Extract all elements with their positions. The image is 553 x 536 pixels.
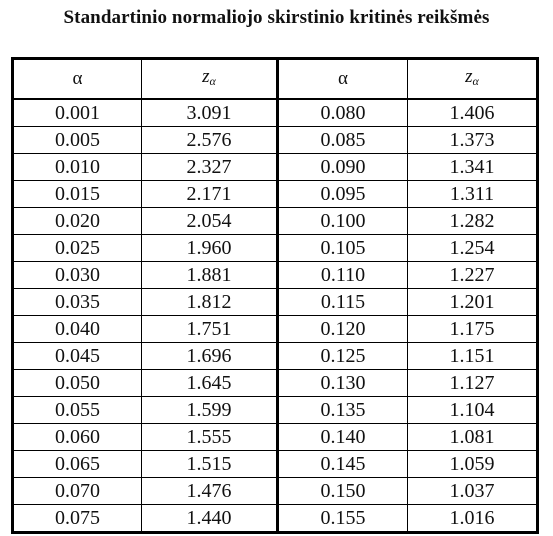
table-row: 0.050 1.645 0.130 1.127: [12, 369, 538, 397]
alpha-cell-left: 0.070: [12, 477, 142, 505]
alpha-cell-right: 0.115: [277, 288, 408, 316]
z-cell-left: 1.440: [141, 504, 279, 533]
table-row: 0.070 1.476 0.150 1.037: [12, 477, 538, 505]
alpha-cell-right: 0.095: [277, 180, 408, 208]
alpha-cell-right: 0.120: [277, 315, 408, 343]
table-row: 0.065 1.515 0.145 1.059: [12, 450, 538, 478]
table-body: 0.001 3.091 0.080 1.406 0.005 2.576 0.085 1.373…: [12, 98, 538, 533]
z-cell-right: 1.282: [407, 207, 538, 235]
z-cell-right: 1.037: [407, 477, 538, 505]
table-row: 0.015 2.171 0.095 1.311: [12, 180, 538, 208]
z-cell-right: 1.373: [407, 126, 538, 154]
z-cell-right: 1.254: [407, 234, 538, 262]
z-cell-right: 1.127: [407, 369, 538, 397]
table-row: 0.010 2.327 0.090 1.341: [12, 153, 538, 181]
alpha-cell-left: 0.045: [12, 342, 142, 370]
z-cell-left: 2.327: [141, 153, 279, 181]
table-row: 0.040 1.751 0.120 1.175: [12, 315, 538, 343]
alpha-cell-left: 0.035: [12, 288, 142, 316]
alpha-cell-right: 0.145: [277, 450, 408, 478]
alpha-cell-right: 0.105: [277, 234, 408, 262]
table-row: 0.020 2.054 0.100 1.282: [12, 207, 538, 235]
z-cell-left: 2.576: [141, 126, 279, 154]
z-cell-left: 2.054: [141, 207, 279, 235]
z-cell-right: 1.151: [407, 342, 538, 370]
z-cell-left: 1.960: [141, 234, 279, 262]
table-header-row: α zα α zα: [12, 58, 538, 100]
alpha-cell-left: 0.015: [12, 180, 142, 208]
z-cell-right: 1.201: [407, 288, 538, 316]
header-alpha-right: α: [277, 58, 408, 100]
z-cell-left: 3.091: [141, 98, 279, 127]
z-cell-left: 1.515: [141, 450, 279, 478]
page-title: Standartinio normaliojo skirstinio kriti…: [63, 7, 490, 28]
critical-values-table: α zα α zα 0.001 3.091 0.080 1.406 0.005 2.576…: [11, 57, 539, 534]
header-z-right-main: z: [465, 66, 473, 87]
z-cell-left: 1.751: [141, 315, 279, 343]
z-cell-right: 1.311: [407, 180, 538, 208]
alpha-cell-left: 0.025: [12, 234, 142, 262]
header-z-right: zα: [407, 58, 538, 100]
z-cell-left: 1.555: [141, 423, 279, 451]
alpha-cell-left: 0.075: [12, 504, 142, 533]
table-row: 0.001 3.091 0.080 1.406: [12, 98, 538, 127]
z-cell-left: 1.881: [141, 261, 279, 289]
z-cell-right: 1.341: [407, 153, 538, 181]
alpha-cell-left: 0.001: [12, 98, 142, 127]
z-cell-left: 2.171: [141, 180, 279, 208]
header-z-right-sub: α: [472, 74, 479, 88]
alpha-cell-left: 0.050: [12, 369, 142, 397]
table-row: 0.035 1.812 0.115 1.201: [12, 288, 538, 316]
z-cell-right: 1.227: [407, 261, 538, 289]
alpha-cell-right: 0.140: [277, 423, 408, 451]
z-cell-right: 1.016: [407, 504, 538, 533]
alpha-cell-left: 0.060: [12, 423, 142, 451]
alpha-cell-right: 0.130: [277, 369, 408, 397]
table-row: 0.005 2.576 0.085 1.373: [12, 126, 538, 154]
table-row: 0.060 1.555 0.140 1.081: [12, 423, 538, 451]
alpha-cell-right: 0.155: [277, 504, 408, 533]
alpha-cell-right: 0.085: [277, 126, 408, 154]
z-cell-right: 1.081: [407, 423, 538, 451]
z-cell-left: 1.645: [141, 369, 279, 397]
header-alpha-left: α: [12, 58, 142, 100]
alpha-cell-right: 0.100: [277, 207, 408, 235]
alpha-cell-right: 0.135: [277, 396, 408, 424]
table-row: 0.030 1.881 0.110 1.227: [12, 261, 538, 289]
header-z-left-sub: α: [209, 74, 216, 88]
alpha-cell-left: 0.030: [12, 261, 142, 289]
z-cell-right: 1.104: [407, 396, 538, 424]
alpha-cell-left: 0.020: [12, 207, 142, 235]
z-cell-right: 1.406: [407, 98, 538, 127]
table-row: 0.025 1.960 0.105 1.254: [12, 234, 538, 262]
table-row: 0.055 1.599 0.135 1.104: [12, 396, 538, 424]
alpha-cell-left: 0.040: [12, 315, 142, 343]
alpha-cell-left: 0.065: [12, 450, 142, 478]
alpha-cell-left: 0.005: [12, 126, 142, 154]
z-cell-left: 1.696: [141, 342, 279, 370]
alpha-cell-right: 0.125: [277, 342, 408, 370]
table-row: 0.045 1.696 0.125 1.151: [12, 342, 538, 370]
table-row: 0.075 1.440 0.155 1.016: [12, 504, 538, 533]
alpha-cell-right: 0.110: [277, 261, 408, 289]
alpha-cell-left: 0.010: [12, 153, 142, 181]
alpha-cell-right: 0.150: [277, 477, 408, 505]
z-cell-left: 1.599: [141, 396, 279, 424]
z-cell-left: 1.812: [141, 288, 279, 316]
z-cell-left: 1.476: [141, 477, 279, 505]
z-cell-right: 1.059: [407, 450, 538, 478]
header-z-left-main: z: [202, 66, 210, 87]
header-z-left: zα: [141, 58, 279, 100]
alpha-cell-left: 0.055: [12, 396, 142, 424]
alpha-cell-right: 0.090: [277, 153, 408, 181]
alpha-cell-right: 0.080: [277, 98, 408, 127]
z-cell-right: 1.175: [407, 315, 538, 343]
